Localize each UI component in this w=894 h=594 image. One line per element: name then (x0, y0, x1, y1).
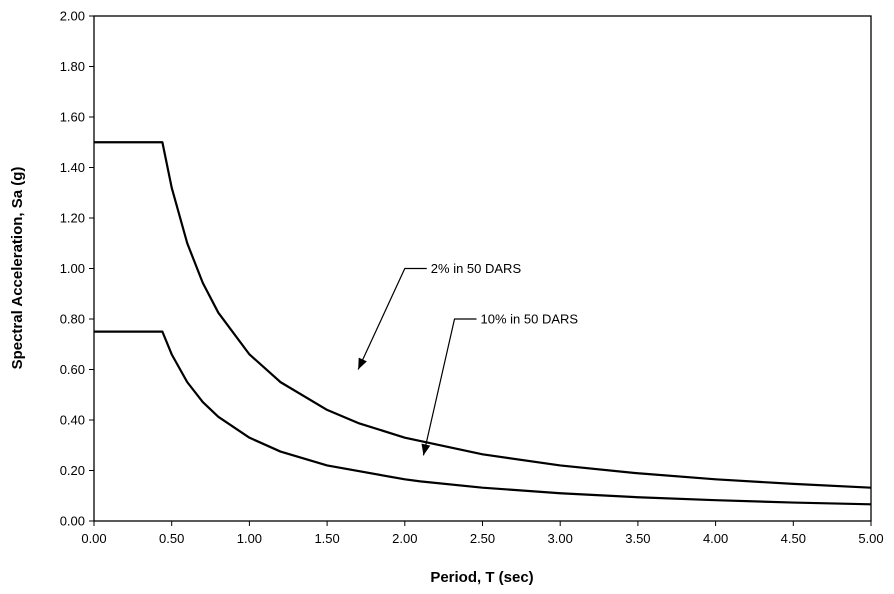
annotation-arrowhead-2 (421, 443, 431, 456)
x-tick-label: 3.50 (625, 531, 650, 546)
y-tick-label: 0.60 (60, 362, 85, 377)
y-tick-label: 0.40 (60, 413, 85, 428)
annotation-label-2: 10% in 50 DARS (481, 312, 579, 327)
annotations-layer: 2% in 50 DARS 10% in 50 DARS (357, 261, 579, 456)
x-axis-ticks: 0.00 0.50 1.00 1.50 2.00 2.50 3.00 3.50 4.00 4.50… (81, 521, 884, 546)
y-axis-ticks: 0.00 0.20 0.40 0.60 0.80 1.00 1.20 1.40 1.60 1.80… (60, 9, 94, 529)
x-tick-label: 3.00 (548, 531, 573, 546)
y-tick-label: 1.80 (60, 59, 85, 74)
annotation-leader-2 (422, 318, 477, 456)
y-tick-label: 1.00 (60, 261, 85, 276)
x-tick-label: 0.00 (81, 531, 106, 546)
annotation-label-1: 2% in 50 DARS (431, 261, 522, 276)
x-tick-label: 1.00 (237, 531, 262, 546)
y-tick-label: 0.00 (60, 514, 85, 529)
series-layer (94, 141, 872, 506)
y-tick-label: 1.20 (60, 211, 85, 226)
y-axis-title: Spectral Acceleration, Sa (g) (9, 167, 26, 370)
series-line-2 (94, 330, 872, 506)
y-tick-label: 0.80 (60, 312, 85, 327)
series-line-1 (94, 141, 872, 489)
x-axis-title: Period, T (sec) (430, 569, 533, 586)
y-tick-label: 1.60 (60, 110, 85, 125)
x-tick-label: 2.50 (470, 531, 495, 546)
plot-area-frame (93, 15, 872, 522)
x-tick-label: 4.50 (781, 531, 806, 546)
y-tick-label: 0.20 (60, 463, 85, 478)
annotation-leader-1 (357, 267, 427, 370)
annotation-arrowhead-1 (358, 357, 367, 370)
x-tick-label: 4.00 (703, 531, 728, 546)
x-tick-label: 0.50 (159, 531, 184, 546)
x-tick-label: 1.50 (314, 531, 339, 546)
x-tick-label: 2.00 (392, 531, 417, 546)
y-tick-label: 2.00 (60, 9, 85, 24)
y-tick-label: 1.40 (60, 160, 85, 175)
x-tick-label: 5.00 (858, 531, 883, 546)
